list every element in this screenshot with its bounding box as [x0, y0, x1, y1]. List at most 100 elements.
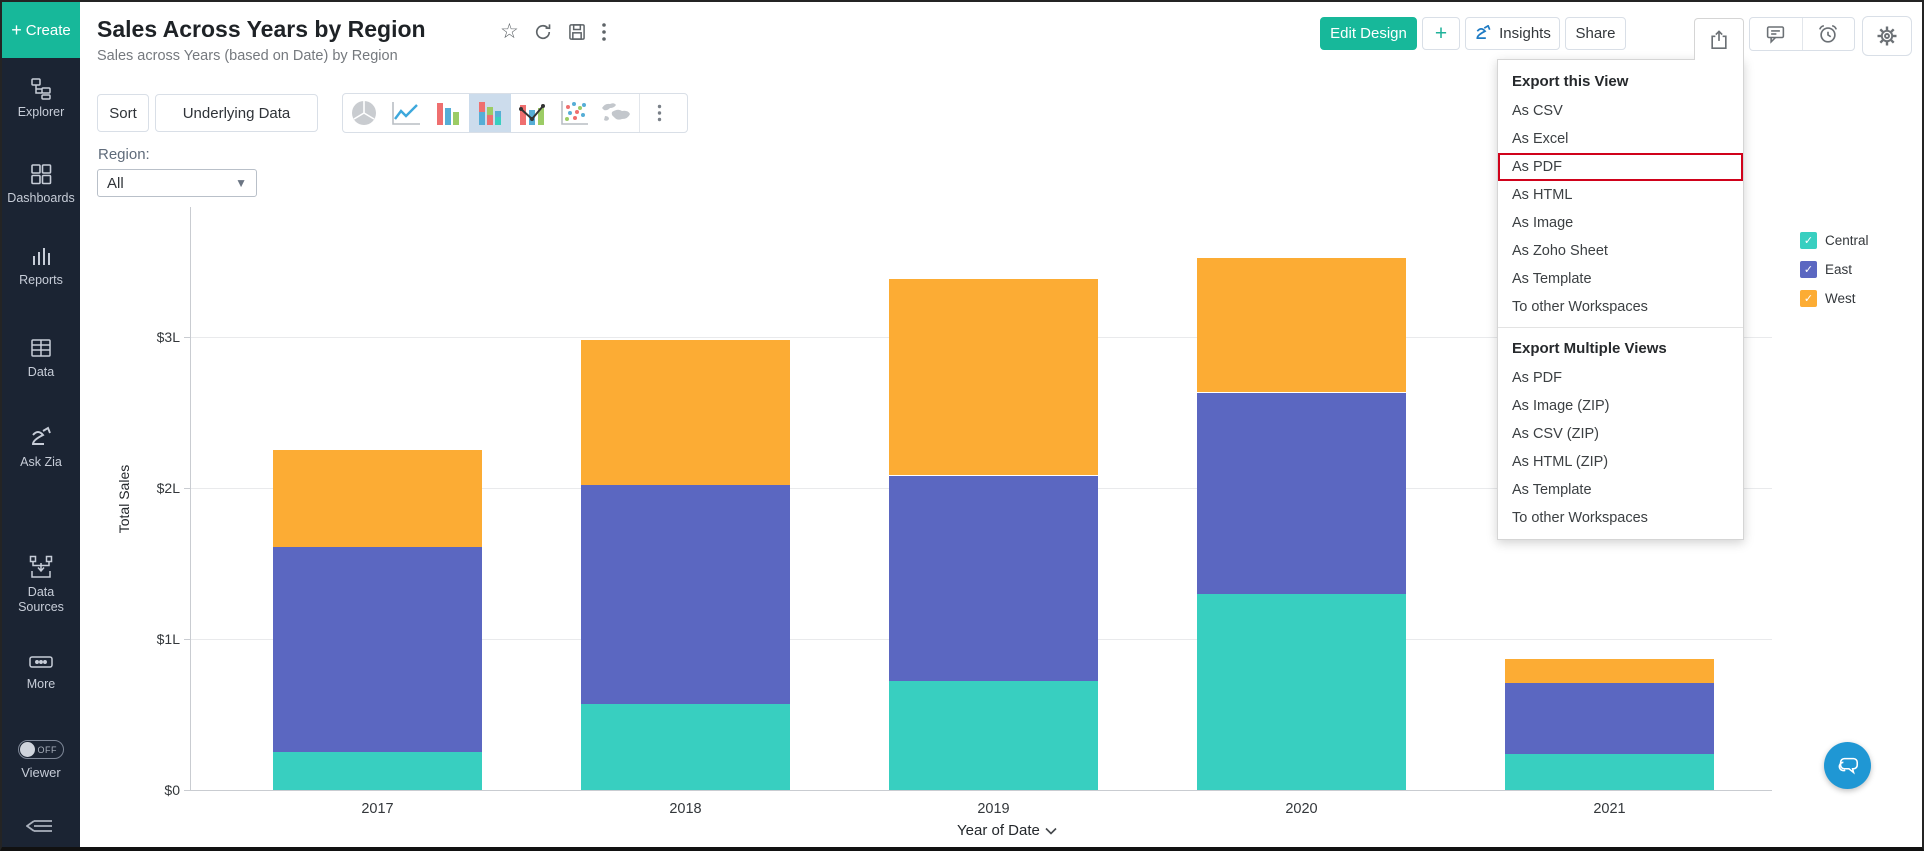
sidebar-item-label: Dashboards — [7, 191, 75, 205]
export-button[interactable] — [1694, 18, 1744, 60]
more-options-kebab-icon[interactable] — [601, 22, 607, 42]
menu-item-as-image-zip-[interactable]: As Image (ZIP) — [1512, 398, 1610, 414]
chart-type-scatter[interactable] — [553, 94, 595, 132]
menu-item-to-other-workspaces[interactable]: To other Workspaces — [1512, 299, 1648, 315]
bar-segment-2017-west[interactable] — [273, 450, 482, 547]
menu-item-as-pdf-highlighted[interactable]: As PDF — [1498, 153, 1743, 181]
scatter-chart-icon — [558, 99, 590, 127]
sidebar-item-data-sources[interactable]: Data Sources — [2, 554, 80, 615]
chart-type-pie[interactable] — [343, 94, 385, 132]
menu-item-as-template[interactable]: As Template — [1512, 482, 1592, 498]
favorite-star-icon[interactable]: ☆ — [500, 20, 519, 43]
x-axis-category-label: 2017 — [361, 801, 394, 817]
menu-item-as-excel[interactable]: As Excel — [1512, 131, 1569, 147]
region-filter-select[interactable]: All ▼ — [97, 169, 257, 197]
legend-checkbox[interactable]: ✓ — [1800, 290, 1817, 307]
region-filter-label: Region: — [98, 146, 150, 163]
region-filter-value: All — [107, 174, 124, 192]
menu-item-as-image[interactable]: As Image — [1512, 215, 1574, 231]
chart-type-stacked-bar-selected[interactable] — [469, 94, 511, 132]
sidebar-item-ask-zia[interactable]: Ask Zia — [2, 426, 80, 470]
add-view-button[interactable]: + — [1422, 17, 1460, 50]
legend-label: West — [1825, 291, 1856, 306]
chart-type-switcher — [342, 93, 688, 133]
legend-label: Central — [1825, 233, 1869, 248]
chart-type-map[interactable] — [595, 94, 637, 132]
title-action-icons: ☆ — [500, 21, 607, 42]
bar-segment-2021-west[interactable] — [1505, 659, 1714, 683]
bar-segment-2018-west[interactable] — [581, 340, 790, 485]
pie-chart-icon — [349, 98, 379, 128]
x-axis-category-label: 2021 — [1593, 801, 1626, 817]
legend-checkbox[interactable]: ✓ — [1800, 261, 1817, 278]
chart-type-combo[interactable] — [511, 94, 553, 132]
bar-segment-2017-central[interactable] — [273, 752, 482, 790]
alerts-button[interactable] — [1803, 18, 1855, 50]
sidebar-item-more[interactable]: More — [2, 652, 80, 692]
viewer-toggle[interactable]: OFF — [18, 740, 64, 759]
bar-segment-2019-central[interactable] — [889, 681, 1098, 790]
menu-item-as-zoho-sheet[interactable]: As Zoho Sheet — [1512, 243, 1608, 259]
alarm-clock-icon — [1819, 24, 1838, 43]
bar-segment-2019-west[interactable] — [889, 279, 1098, 475]
combo-chart-icon — [516, 99, 548, 127]
bar-segment-2020-central[interactable] — [1197, 594, 1406, 790]
comment-icon — [1767, 26, 1785, 44]
bar-segment-2018-central[interactable] — [581, 704, 790, 790]
sidebar-item-label: Explorer — [17, 105, 65, 119]
data-sources-icon — [28, 554, 54, 580]
chart-type-line[interactable] — [385, 94, 427, 132]
sort-button[interactable]: Sort — [97, 94, 149, 132]
settings-button[interactable] — [1862, 16, 1912, 56]
sidebar-item-data[interactable]: Data — [2, 336, 80, 380]
sidebar-item-explorer[interactable]: Explorer — [2, 76, 80, 120]
menu-item-as-pdf[interactable]: As PDF — [1512, 370, 1562, 386]
dashboards-icon — [29, 162, 53, 186]
legend-item-central[interactable]: ✓ Central — [1800, 232, 1869, 249]
chart-type-bar[interactable] — [427, 94, 469, 132]
y-axis-line — [190, 207, 191, 790]
y-axis-title: Total Sales — [116, 464, 133, 534]
edit-design-button[interactable]: Edit Design — [1320, 17, 1417, 50]
stacked-bar-chart-icon — [475, 99, 505, 127]
underlying-data-button[interactable]: Underlying Data — [155, 94, 318, 132]
menu-item-as-template[interactable]: As Template — [1512, 271, 1592, 287]
menu-item-as-html-zip-[interactable]: As HTML (ZIP) — [1512, 454, 1609, 470]
data-icon — [29, 336, 53, 360]
x-axis-title[interactable]: Year of Date — [957, 822, 1057, 839]
share-button[interactable]: Share — [1565, 17, 1626, 50]
more-icon — [28, 652, 54, 672]
collapse-sidebar-button[interactable] — [26, 817, 54, 835]
y-axis-tick-label: $1L — [156, 631, 180, 647]
reports-icon — [29, 244, 53, 268]
more-chart-types-kebab-icon[interactable] — [640, 94, 678, 132]
menu-item-to-other-workspaces[interactable]: To other Workspaces — [1512, 510, 1648, 526]
sidebar-item-dashboards[interactable]: Dashboards — [2, 162, 80, 206]
legend-item-east[interactable]: ✓ East — [1800, 261, 1869, 278]
bar-segment-2020-west[interactable] — [1197, 258, 1406, 392]
create-button[interactable]: + Create — [2, 2, 80, 58]
bar-segment-2018-east[interactable] — [581, 485, 790, 704]
bar-segment-2017-east[interactable] — [273, 547, 482, 752]
bar-chart-icon — [433, 99, 463, 127]
toggle-knob — [20, 742, 35, 757]
y-axis-tick-label: $2L — [156, 480, 180, 496]
menu-item-as-csv[interactable]: As CSV — [1512, 103, 1563, 119]
support-chat-button[interactable] — [1824, 742, 1871, 789]
save-icon[interactable] — [567, 22, 587, 42]
page-title: Sales Across Years by Region — [97, 16, 426, 42]
y-axis-tick-label: $0 — [164, 782, 180, 798]
legend-item-west[interactable]: ✓ West — [1800, 290, 1869, 307]
legend-checkbox[interactable]: ✓ — [1800, 232, 1817, 249]
sidebar-item-reports[interactable]: Reports — [2, 244, 80, 288]
refresh-icon[interactable] — [533, 22, 553, 42]
comments-button[interactable] — [1750, 18, 1803, 50]
bar-segment-2021-east[interactable] — [1505, 683, 1714, 754]
menu-item-as-html[interactable]: As HTML — [1512, 187, 1573, 203]
sidebar-item-label: Reports — [19, 273, 63, 287]
bar-segment-2021-central[interactable] — [1505, 754, 1714, 790]
bar-segment-2019-east[interactable] — [889, 476, 1098, 681]
insights-button[interactable]: Insights — [1465, 17, 1560, 50]
bar-segment-2020-east[interactable] — [1197, 393, 1406, 594]
menu-item-as-csv-zip-[interactable]: As CSV (ZIP) — [1512, 426, 1600, 442]
